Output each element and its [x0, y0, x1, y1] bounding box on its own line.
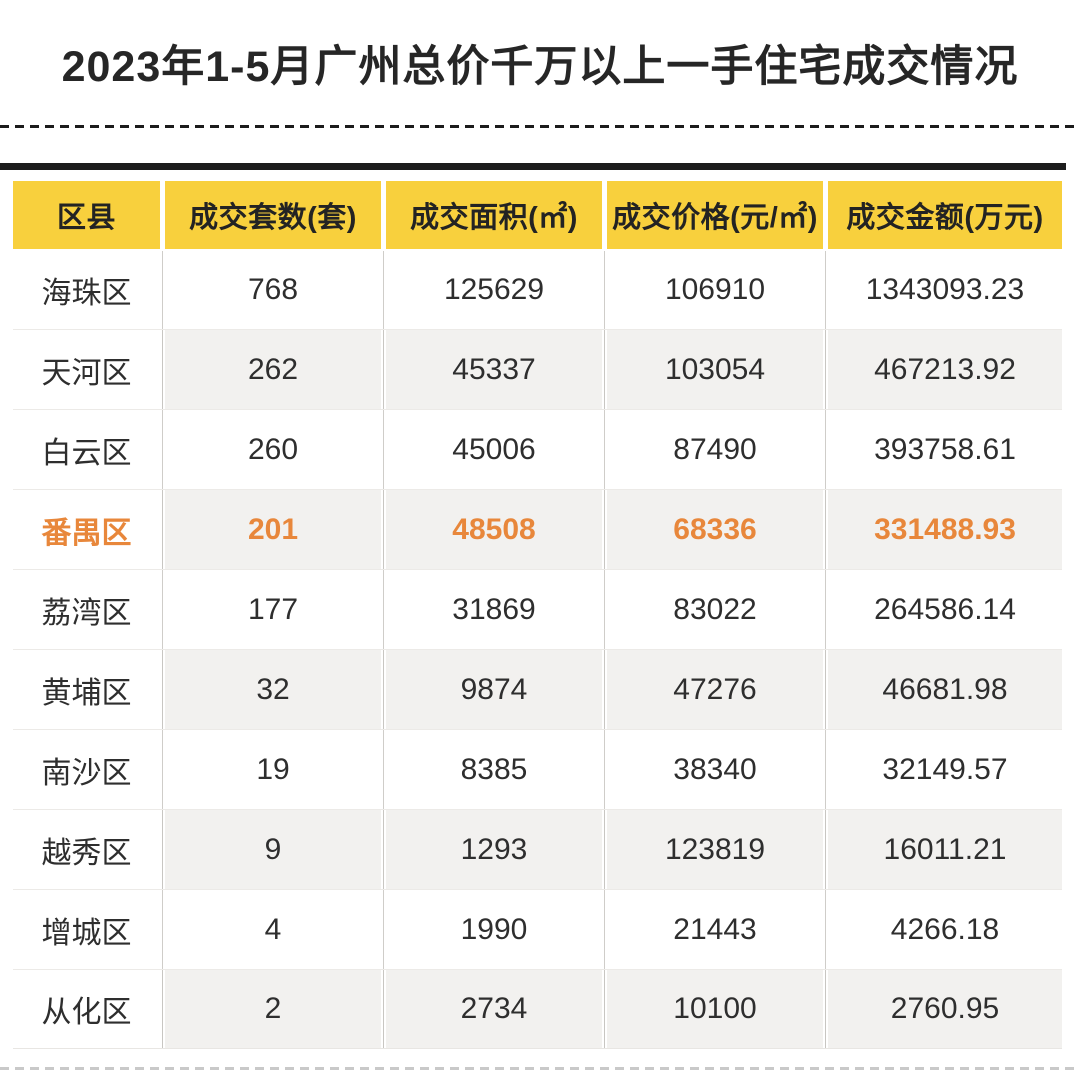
- cell-units: 260: [160, 409, 381, 489]
- cell-amount: 393758.61: [823, 409, 1062, 489]
- cell-area: 8385: [381, 729, 602, 809]
- table-row: 南沙区 19 8385 38340 32149.57: [13, 729, 1062, 809]
- table-row: 海珠区 768 125629 106910 1343093.23: [13, 249, 1062, 329]
- table-row: 黄埔区 32 9874 47276 46681.98: [13, 649, 1062, 729]
- page-title: 2023年1-5月广州总价千万以上一手住宅成交情况: [61, 43, 1019, 91]
- col-header-amount: 成交金额(万元): [823, 181, 1062, 249]
- cell-price: 103054: [602, 329, 823, 409]
- cell-district: 增城区: [13, 889, 160, 969]
- col-header-units: 成交套数(套): [160, 181, 381, 249]
- table-header-row: 区县 成交套数(套) 成交面积(㎡) 成交价格(元/㎡) 成交金额(万元): [13, 181, 1062, 249]
- cell-price: 106910: [602, 249, 823, 329]
- col-header-price: 成交价格(元/㎡): [602, 181, 823, 249]
- cell-area: 45337: [381, 329, 602, 409]
- table-row: 番禺区 201 48508 68336 331488.93: [13, 489, 1062, 569]
- cell-amount: 331488.93: [823, 489, 1062, 569]
- cell-units: 768: [160, 249, 381, 329]
- bottom-dashed-divider: [0, 1067, 1080, 1070]
- cell-amount: 467213.92: [823, 329, 1062, 409]
- cell-price: 123819: [602, 809, 823, 889]
- col-header-district: 区县: [13, 181, 160, 249]
- table-row: 增城区 4 1990 21443 4266.18: [13, 889, 1062, 969]
- cell-district: 番禺区: [13, 489, 160, 569]
- cell-area: 31869: [381, 569, 602, 649]
- cell-amount: 4266.18: [823, 889, 1062, 969]
- cell-district: 白云区: [13, 409, 160, 489]
- cell-price: 83022: [602, 569, 823, 649]
- cell-units: 201: [160, 489, 381, 569]
- cell-district: 从化区: [13, 969, 160, 1049]
- cell-amount: 2760.95: [823, 969, 1062, 1049]
- cell-price: 68336: [602, 489, 823, 569]
- cell-district: 越秀区: [13, 809, 160, 889]
- cell-area: 2734: [381, 969, 602, 1049]
- cell-district: 黄埔区: [13, 649, 160, 729]
- cell-amount: 16011.21: [823, 809, 1062, 889]
- cell-units: 32: [160, 649, 381, 729]
- cell-price: 21443: [602, 889, 823, 969]
- cell-price: 47276: [602, 649, 823, 729]
- cell-price: 38340: [602, 729, 823, 809]
- cell-amount: 32149.57: [823, 729, 1062, 809]
- cell-units: 9: [160, 809, 381, 889]
- cell-area: 48508: [381, 489, 602, 569]
- cell-area: 125629: [381, 249, 602, 329]
- cell-price: 10100: [602, 969, 823, 1049]
- cell-units: 19: [160, 729, 381, 809]
- cell-area: 1990: [381, 889, 602, 969]
- cell-units: 177: [160, 569, 381, 649]
- table-row: 从化区 2 2734 10100 2760.95: [13, 969, 1062, 1049]
- cell-units: 262: [160, 329, 381, 409]
- cell-district: 南沙区: [13, 729, 160, 809]
- cell-area: 45006: [381, 409, 602, 489]
- top-dashed-divider: [0, 125, 1080, 128]
- cell-price: 87490: [602, 409, 823, 489]
- cell-units: 2: [160, 969, 381, 1049]
- table-row: 越秀区 9 1293 123819 16011.21: [13, 809, 1062, 889]
- cell-area: 9874: [381, 649, 602, 729]
- col-header-area: 成交面积(㎡): [381, 181, 602, 249]
- cell-amount: 264586.14: [823, 569, 1062, 649]
- cell-district: 荔湾区: [13, 569, 160, 649]
- cell-amount: 46681.98: [823, 649, 1062, 729]
- cell-area: 1293: [381, 809, 602, 889]
- table-row: 荔湾区 177 31869 83022 264586.14: [13, 569, 1062, 649]
- cell-district: 海珠区: [13, 249, 160, 329]
- cell-units: 4: [160, 889, 381, 969]
- table-row: 白云区 260 45006 87490 393758.61: [13, 409, 1062, 489]
- table-row: 天河区 262 45337 103054 467213.92: [13, 329, 1062, 409]
- cell-district: 天河区: [13, 329, 160, 409]
- cell-amount: 1343093.23: [823, 249, 1062, 329]
- thick-divider-bar: [0, 163, 1066, 170]
- transactions-table: 区县 成交套数(套) 成交面积(㎡) 成交价格(元/㎡) 成交金额(万元) 海珠…: [13, 181, 1062, 1049]
